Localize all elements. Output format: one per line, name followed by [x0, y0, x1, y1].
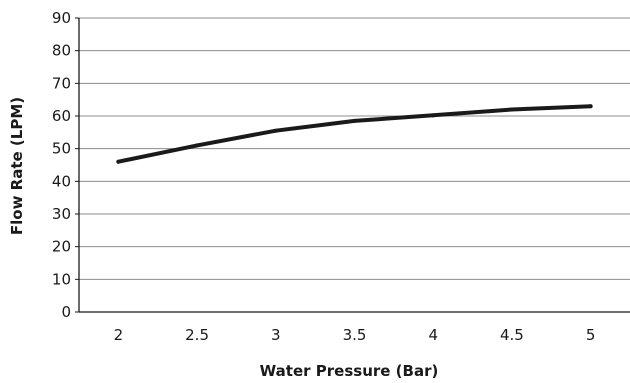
y-tick-label: 40 [52, 172, 71, 190]
x-axis-title: Water Pressure (Bar) [260, 362, 439, 380]
x-tick-label: 3 [271, 326, 281, 344]
x-tick-label: 3.5 [343, 326, 367, 344]
y-tick-label: 10 [52, 270, 71, 288]
y-tick-label: 80 [52, 42, 71, 60]
x-tick-label: 4 [428, 326, 438, 344]
y-tick-label: 0 [61, 303, 71, 321]
y-axis-title: Flow Rate (LPM) [8, 97, 26, 235]
data-point [509, 107, 514, 112]
data-point [431, 113, 436, 118]
data-point [273, 128, 278, 133]
x-tick-label: 2.5 [185, 326, 209, 344]
y-tick-label: 90 [52, 9, 71, 27]
y-tick-label: 70 [52, 74, 71, 92]
data-point [195, 143, 200, 148]
x-tick-labels: 2 2.5 3 3.5 4 4.5 5 [114, 326, 596, 344]
x-tick-label: 5 [586, 326, 596, 344]
gridlines [79, 17, 630, 280]
series-layer [116, 104, 593, 164]
data-point [352, 118, 357, 123]
y-tick-label: 30 [52, 205, 71, 223]
data-point [588, 104, 593, 109]
series-line-0 [116, 104, 593, 164]
y-tick-label: 60 [52, 107, 71, 125]
x-tick-label: 4.5 [500, 326, 524, 344]
y-tick-label: 50 [52, 140, 71, 158]
y-tick-labels: 0 10 20 30 40 50 60 70 80 90 [52, 9, 71, 321]
data-point [116, 159, 121, 164]
axes [75, 17, 630, 313]
x-tick-label: 2 [114, 326, 124, 344]
y-tick-label: 20 [52, 238, 71, 256]
